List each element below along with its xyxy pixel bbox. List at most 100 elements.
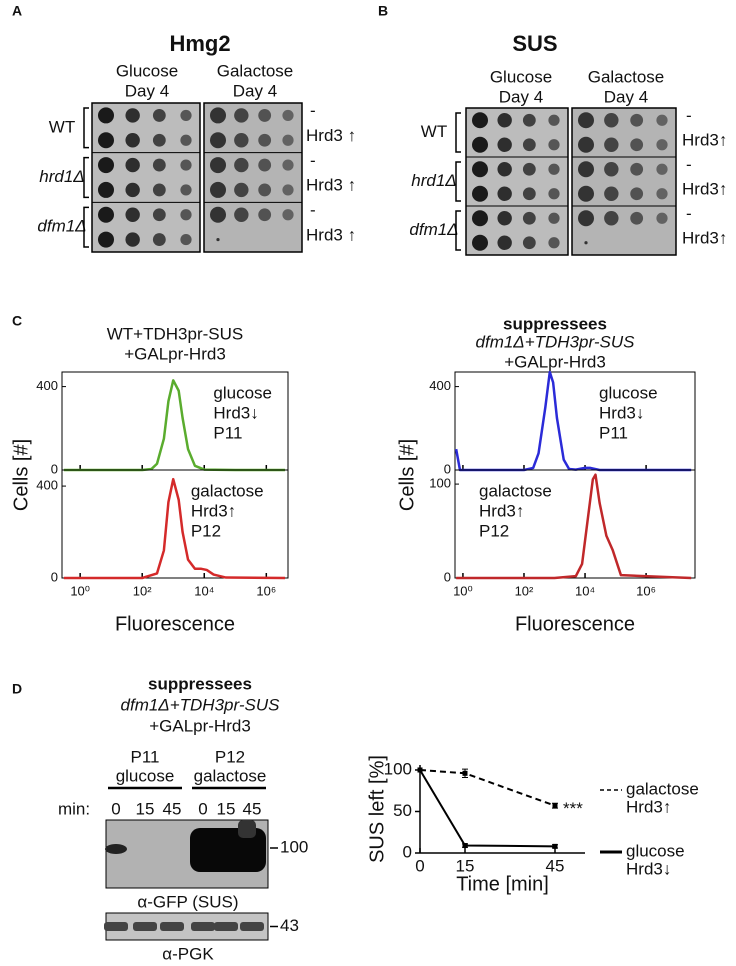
spot (472, 185, 488, 202)
bracket (455, 112, 461, 153)
condition-label: Glucose (490, 67, 552, 86)
spot (125, 182, 140, 198)
bracket (83, 156, 89, 199)
x-tick-label: 15 (456, 856, 475, 875)
spot (258, 109, 272, 122)
spot (98, 107, 114, 124)
band (240, 922, 264, 931)
y-tick-label: 0 (403, 842, 412, 861)
time-value: 0 (111, 799, 120, 818)
spot (630, 211, 644, 225)
spot (152, 208, 166, 222)
band (238, 820, 256, 838)
spot (210, 157, 226, 174)
spot (497, 137, 512, 152)
spot-plate (203, 102, 303, 253)
spot (282, 109, 294, 122)
band (214, 922, 238, 931)
line-series (419, 768, 556, 807)
x-tick-label: 10⁴ (575, 583, 595, 598)
y-tick-label: 100 (384, 759, 412, 778)
y-tick-label: 400 (36, 378, 58, 393)
spot (234, 108, 249, 123)
legend-sublabel: Hrd3↑ (626, 797, 671, 816)
spot (152, 133, 166, 147)
plot-frame (61, 469, 289, 579)
spot (497, 113, 512, 128)
y-tick-label: 400 (36, 478, 58, 493)
spot (604, 113, 619, 128)
spot (522, 113, 536, 127)
spot (216, 237, 220, 242)
row-label: Hrd3↑ (682, 180, 727, 199)
band (105, 844, 127, 854)
assay-title: SUS (512, 31, 557, 56)
panel-label: D (12, 681, 22, 697)
point (417, 767, 423, 773)
spot (548, 188, 560, 200)
spot (152, 158, 166, 172)
legend-label: P12 (479, 521, 509, 540)
band (133, 922, 157, 931)
histogram-curve (63, 379, 285, 472)
spot (258, 133, 272, 147)
spot (604, 162, 619, 177)
spot (578, 185, 594, 202)
spot (282, 209, 294, 221)
spot (282, 159, 294, 171)
marker-label: 100 (280, 837, 308, 856)
western-title: suppressees (148, 674, 252, 693)
significance: *** (563, 799, 583, 818)
spot (656, 188, 668, 200)
x-axis-label: Fluorescence (115, 613, 235, 635)
spot (180, 159, 192, 171)
spot (180, 184, 192, 196)
spot (234, 133, 249, 148)
spot (656, 114, 668, 126)
condition-label: Day 4 (125, 81, 169, 100)
annotation: Hrd3↓ (599, 403, 644, 422)
spot (210, 132, 226, 149)
spot (497, 162, 512, 177)
row-label: - (310, 201, 316, 220)
condition-label: Galactose (588, 67, 665, 86)
y-tick-label: 0 (51, 569, 58, 584)
annotation: Hrd3↑ (479, 501, 524, 520)
time-value: 0 (198, 799, 207, 818)
x-tick-label: 0 (415, 856, 424, 875)
annotation: Hrd3↓ (213, 403, 258, 422)
spot (234, 182, 249, 198)
row-label: Hrd3↑ (682, 131, 727, 150)
spot (604, 137, 619, 152)
legend-label: P11 (213, 423, 242, 442)
spot (234, 157, 249, 173)
spot (282, 134, 294, 146)
row-label: - (310, 101, 316, 120)
x-tick-label: 10⁰ (453, 583, 473, 598)
condition-label: Day 4 (233, 81, 277, 100)
spot (180, 209, 192, 221)
spot (258, 183, 272, 197)
spot (472, 210, 488, 227)
strain-label: WT (49, 117, 75, 136)
spot (258, 208, 272, 222)
spot (234, 207, 249, 222)
spot (98, 181, 114, 198)
chart-title: +GALpr-Hrd3 (504, 352, 606, 371)
spot (125, 207, 140, 222)
spot (472, 112, 488, 129)
spot (656, 163, 668, 175)
legend-label: P12 (191, 521, 221, 540)
y-tick-label: 100 (429, 476, 451, 491)
gate-label: P12 (215, 747, 245, 766)
spot (258, 158, 272, 172)
band (160, 922, 184, 931)
western-title: dfm1Δ+TDH3pr-SUS (121, 695, 281, 714)
spot (548, 114, 560, 126)
histogram-curve (63, 477, 286, 580)
bracket (83, 206, 89, 248)
time-value: 15 (217, 799, 236, 818)
gate-label: P11 (131, 747, 160, 766)
spot (522, 138, 536, 152)
